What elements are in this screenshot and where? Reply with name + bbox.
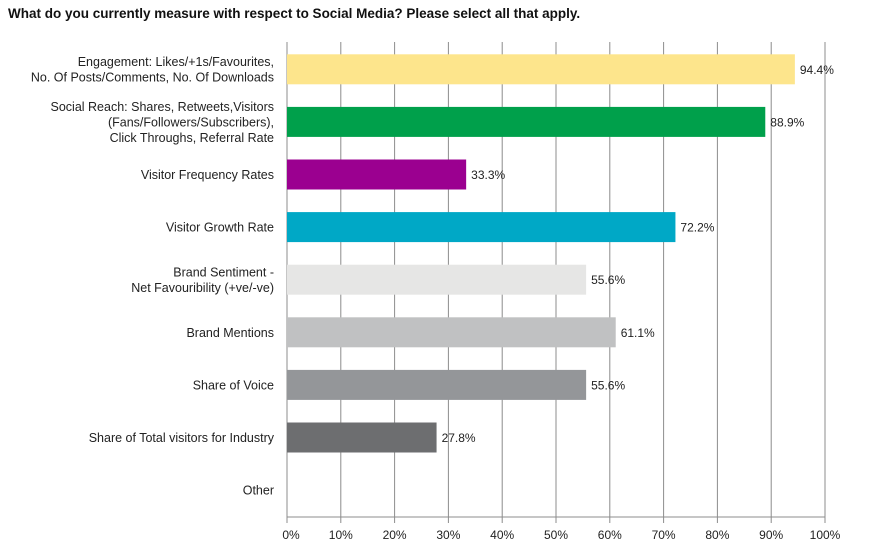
category-label: Visitor Frequency Rates bbox=[141, 168, 274, 182]
x-tick-label: 10% bbox=[329, 528, 353, 542]
bar bbox=[287, 369, 587, 400]
x-tick-label: 70% bbox=[652, 528, 676, 542]
bar bbox=[287, 212, 676, 243]
bar bbox=[287, 264, 587, 295]
data-label: 55.6% bbox=[591, 273, 625, 287]
bar bbox=[287, 317, 616, 348]
bar bbox=[287, 106, 766, 137]
data-label: 33.3% bbox=[471, 168, 505, 182]
x-tick-label: 50% bbox=[544, 528, 568, 542]
category-label: Social Reach: Shares, Retweets,Visitors bbox=[51, 100, 274, 114]
x-tick-label: 80% bbox=[705, 528, 729, 542]
chart-title: What do you currently measure with respe… bbox=[8, 6, 581, 21]
data-label: 55.6% bbox=[591, 378, 625, 392]
category-label: Other bbox=[243, 484, 274, 498]
x-tick-label: 40% bbox=[490, 528, 514, 542]
category-label: Brand Sentiment - bbox=[173, 265, 274, 279]
category-label: Engagement: Likes/+1s/Favourites, bbox=[78, 55, 274, 69]
data-label: 88.9% bbox=[770, 115, 804, 129]
data-label: 94.4% bbox=[800, 63, 834, 77]
category-label: Share of Total visitors for Industry bbox=[89, 431, 275, 445]
category-label: Brand Mentions bbox=[186, 326, 274, 340]
x-tick-label: 90% bbox=[759, 528, 783, 542]
category-label: Click Throughs, Referral Rate bbox=[110, 131, 274, 145]
x-tick-label: 0% bbox=[282, 528, 300, 542]
data-label: 27.8% bbox=[442, 431, 476, 445]
bars bbox=[287, 54, 795, 453]
category-label: Net Favouribility (+ve/-ve) bbox=[131, 281, 274, 295]
labels: 0% 10% 20% 30% 40% 50% 60% 70% 80% 90% 100% 94.4% En… bbox=[31, 55, 841, 542]
x-tick-label: 100% bbox=[810, 528, 841, 542]
x-tick-label: 20% bbox=[383, 528, 407, 542]
category-label: (Fans/Followers/Subscribers), bbox=[108, 115, 274, 129]
x-tick-label: 60% bbox=[598, 528, 622, 542]
bar bbox=[287, 422, 437, 453]
bar bbox=[287, 54, 795, 85]
x-tick-label: 30% bbox=[436, 528, 460, 542]
category-label: Share of Voice bbox=[193, 378, 274, 392]
category-label: Visitor Growth Rate bbox=[166, 221, 274, 235]
data-label: 72.2% bbox=[680, 221, 714, 235]
bar bbox=[287, 159, 467, 190]
category-label: No. Of Posts/Comments, No. Of Downloads bbox=[31, 71, 274, 85]
data-label: 61.1% bbox=[621, 326, 655, 340]
